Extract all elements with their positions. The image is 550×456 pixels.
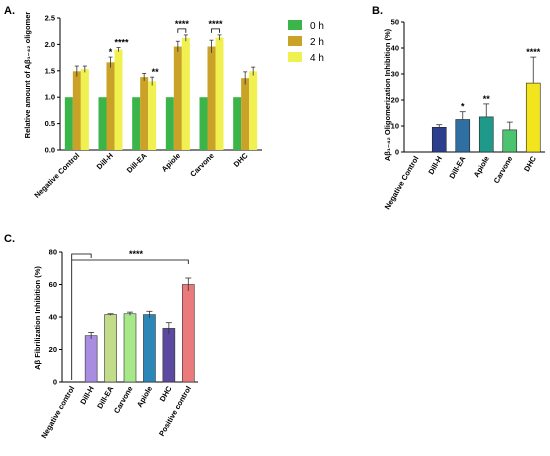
y-tick-label: 0 xyxy=(395,148,399,157)
panel-a-legend: 0 h 2 h 4 h xyxy=(288,20,324,64)
y-tick-label: 0.5 xyxy=(45,119,55,128)
bar-0h xyxy=(165,97,174,150)
panel-c-label: C. xyxy=(4,233,15,245)
x-category-label: Apiole xyxy=(472,155,491,179)
bar xyxy=(502,129,518,153)
bar-0h xyxy=(98,97,107,150)
bar xyxy=(143,314,156,383)
panel-b-label: B. xyxy=(372,5,383,17)
panel-a-plot: 0.0 0.5 1.0 1.5 2.0 2.5 Negative Control Dill-H… xyxy=(32,14,262,200)
significance-marker: ** xyxy=(152,67,160,77)
bar-0h xyxy=(64,97,73,150)
y-tick-label: 50 xyxy=(391,18,399,27)
significance-marker: ** xyxy=(483,94,491,104)
x-category-label: Negative control xyxy=(39,385,76,440)
significance-marker: * xyxy=(461,102,465,112)
legend-swatch xyxy=(288,36,302,46)
y-tick-label: 20 xyxy=(49,345,57,354)
bar xyxy=(431,127,447,153)
significance-bracket xyxy=(71,259,189,264)
bar-0h xyxy=(199,97,208,150)
x-category-label: Apiole xyxy=(135,385,154,409)
y-tick-label: 2.5 xyxy=(45,14,55,23)
significance-marker: **** xyxy=(526,47,541,57)
x-category-label: Carvone xyxy=(188,151,216,179)
bar-2h xyxy=(241,78,250,150)
significance-bracket xyxy=(177,28,187,33)
y-tick-label: 20 xyxy=(391,96,399,105)
panel-c-y-axis-title: Aβ Fibrilization Inhibition (%) xyxy=(33,266,42,370)
y-tick-label: 1.0 xyxy=(45,93,55,102)
panel-c: C. Aβ Fibrilization Inhibition (%) 0 20 40… xyxy=(4,233,198,440)
x-category-label: DHC xyxy=(158,384,174,403)
bar xyxy=(162,328,176,383)
significance-marker: * xyxy=(109,47,113,57)
bar-4h xyxy=(215,37,224,151)
legend-swatch xyxy=(288,52,302,62)
y-tick-label: 40 xyxy=(391,44,399,53)
y-tick-label: 30 xyxy=(391,70,399,79)
significance-marker: **** xyxy=(114,38,129,48)
bar-4h xyxy=(114,49,123,150)
bar-2h xyxy=(106,62,115,150)
panel-b: B. Aβ₁₋₄₂ Oligomerization Inhibition (%)… xyxy=(372,5,545,211)
x-category-label: DHC xyxy=(232,151,250,169)
x-category-label: Carvone xyxy=(112,385,135,415)
legend-label: 2 h xyxy=(310,37,324,48)
x-category-label: Negative Control xyxy=(32,151,81,200)
significance-bracket xyxy=(71,253,92,380)
x-category-label: Dill-EA xyxy=(125,151,149,175)
bar xyxy=(84,335,98,383)
panel-b-y-axis-title: Aβ₁₋₄₂ Oligomerization Inhibition (%) xyxy=(383,28,392,161)
x-category-label: Dill-H xyxy=(78,385,96,406)
y-tick-label: 0 xyxy=(53,378,57,387)
panel-c-plot: 0 20 40 60 80 Negative control Dill-H Dill-EACa… xyxy=(39,248,198,440)
bar-4h xyxy=(181,38,190,151)
x-category-label: DHC xyxy=(522,154,538,173)
bar xyxy=(123,313,137,383)
x-category-label: Dill-H xyxy=(95,151,115,171)
significance-marker: **** xyxy=(175,19,190,29)
y-tick-label: 40 xyxy=(49,313,57,322)
y-tick-label: 10 xyxy=(391,122,399,131)
bar-0h xyxy=(132,97,141,150)
bar-4h xyxy=(80,69,89,150)
panel-a: A. Relative amount of Aβ₁₋₄₂ oligomer 0.… xyxy=(4,5,324,200)
panel-a-y-axis-title: Relative amount of Aβ₁₋₄₂ oligomer xyxy=(23,12,32,139)
bar xyxy=(478,116,494,153)
significance-bracket xyxy=(211,28,220,33)
bar-2h xyxy=(72,71,81,150)
bar-4h xyxy=(148,81,157,150)
bar xyxy=(181,284,195,383)
bar-2h xyxy=(207,46,216,150)
legend-label: 0 h xyxy=(310,21,324,32)
y-tick-label: 60 xyxy=(49,280,57,289)
significance-marker: **** xyxy=(208,19,223,29)
panel-b-plot: 0 10 20 30 40 50 Negative Control Dill-H * Dill-E… xyxy=(383,18,545,211)
bar xyxy=(455,119,471,153)
y-tick-label: 0.0 xyxy=(45,146,55,155)
x-category-label: Dill-H xyxy=(426,155,444,176)
y-tick-label: 1.5 xyxy=(45,66,55,75)
legend-label: 4 h xyxy=(310,53,324,64)
bar xyxy=(104,314,117,383)
x-category-label: Negative Control xyxy=(383,155,421,211)
bar-4h xyxy=(249,71,258,150)
panel-a-label: A. xyxy=(4,5,15,17)
y-tick-label: 2.0 xyxy=(45,40,55,49)
bar-0h xyxy=(233,97,242,150)
bar-2h xyxy=(140,77,149,150)
x-category-label: Dill-EA xyxy=(447,154,467,180)
bar xyxy=(525,82,541,153)
bar-2h xyxy=(173,46,182,150)
legend-swatch xyxy=(288,20,302,30)
significance-marker: **** xyxy=(129,249,144,259)
x-category-label: Apiole xyxy=(160,151,183,174)
y-tick-label: 80 xyxy=(49,248,57,257)
x-category-label: Carvone xyxy=(492,155,515,185)
x-category-label: Dill-EA xyxy=(95,384,115,410)
